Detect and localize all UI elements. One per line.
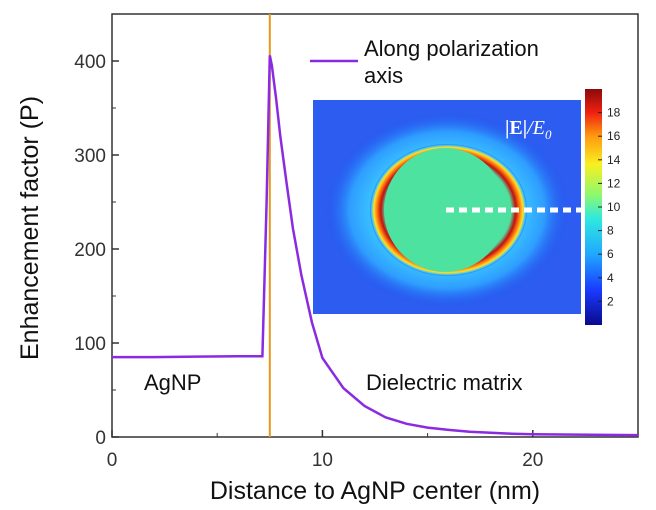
x-tick-label: 10 (312, 450, 333, 471)
series-line-polarization-axis (112, 55, 639, 437)
y-tick-labels: 0 100 200 300 400 (74, 52, 106, 449)
legend-label: Along polarization axis (364, 36, 539, 88)
x-axis-title: Distance to AgNP center (nm) (210, 477, 540, 505)
colorbar-ticks: 2 4 6 8 10 12 14 16 18 (598, 106, 621, 308)
colorbar-tick-label: 10 (607, 200, 621, 214)
plot-frame (111, 13, 639, 438)
colorbar-tick-label: 12 (607, 176, 621, 190)
y-tick-label: 300 (74, 146, 106, 167)
y-tick-label: 100 (74, 334, 106, 355)
colorbar-tick-label: 2 (607, 294, 614, 308)
y-tick-label: 0 (95, 428, 106, 449)
colorbar-tick-label: 8 (607, 224, 614, 238)
colorbar-tick-label: 4 (607, 271, 614, 285)
x-tick-labels: 0 10 20 (107, 450, 544, 471)
x-tick-label: 20 (522, 450, 543, 471)
y-axis-title: Enhancement factor (P) (16, 96, 44, 360)
y-tick-label: 200 (74, 240, 106, 261)
field-map-inset: |E|/E0 2 4 6 8 10 12 14 16 18 (313, 89, 621, 325)
colorbar-tick-label: 18 (607, 106, 621, 120)
annotation-dielectric-matrix: Dielectric matrix (366, 370, 522, 395)
y-tick-label: 400 (74, 52, 106, 73)
annotation-agnp: AgNP (144, 370, 201, 395)
colorbar-tick-label: 16 (607, 129, 621, 143)
colorbar (585, 89, 602, 325)
inset-field-label: |E|/E0 (505, 117, 552, 142)
colorbar-tick-label: 6 (607, 247, 614, 261)
colorbar-tick-label: 14 (607, 153, 621, 167)
nanoparticle-disk (384, 148, 506, 272)
x-tick-label: 0 (107, 450, 118, 471)
